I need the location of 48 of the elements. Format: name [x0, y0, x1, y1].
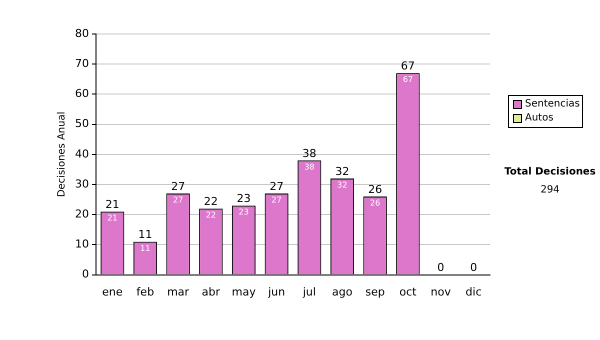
y-tick-label: 30 [74, 177, 89, 190]
x-tick-label: mar [167, 285, 190, 298]
data-label: 26 [370, 198, 380, 208]
y-tick-label: 80 [74, 26, 89, 40]
total-label: 67 [400, 59, 415, 72]
total-label: 21 [105, 198, 120, 211]
total-label: 0 [470, 261, 478, 274]
total-label: 11 [138, 228, 152, 242]
y-tick-label: 20 [74, 207, 89, 220]
x-tick-label: oct [399, 285, 418, 298]
x-tick-label: ene [102, 285, 123, 298]
y-axis-title: Decisiones Anual [56, 112, 68, 198]
x-tick-label: ago [332, 285, 353, 298]
data-label: 27 [172, 196, 184, 205]
x-tick-label: dic [466, 285, 482, 298]
data-label: 32 [337, 180, 348, 190]
data-label: 21 [107, 214, 118, 223]
total-label: 22 [204, 194, 218, 208]
y-tick-label: 0 [82, 268, 89, 281]
total-label: 26 [368, 182, 382, 196]
y-tick-label: 10 [74, 238, 89, 251]
total-label: 32 [335, 164, 350, 178]
total-label: 23 [236, 192, 251, 205]
total-label: 27 [171, 180, 186, 193]
data-label: 22 [206, 210, 216, 220]
y-tick-label: 70 [74, 56, 89, 70]
data-label: 27 [271, 196, 282, 205]
legend-label: Sentencias [525, 98, 580, 110]
x-tick-label: sep [365, 285, 385, 298]
data-label: 67 [402, 75, 414, 84]
data-label: 38 [304, 162, 315, 172]
total-label: 38 [302, 146, 316, 160]
text: Total Decisiones [504, 166, 596, 178]
data-label: 23 [238, 208, 249, 217]
x-tick-label: nov [430, 285, 452, 298]
total-label: 27 [270, 180, 284, 193]
x-tick-label: jul [302, 285, 316, 298]
x-tick-label: jun [267, 285, 286, 298]
legend-label: Autos [525, 112, 554, 124]
x-tick-label: may [232, 285, 256, 298]
x-tick-label: feb [136, 285, 154, 298]
text: 294 [540, 184, 560, 196]
data-label: 11 [140, 244, 150, 253]
total-label: 0 [437, 261, 444, 274]
x-tick-label: abr [202, 285, 221, 298]
y-tick-label: 40 [74, 147, 89, 160]
y-tick-label: 60 [74, 87, 89, 100]
y-tick-label: 50 [74, 117, 89, 130]
